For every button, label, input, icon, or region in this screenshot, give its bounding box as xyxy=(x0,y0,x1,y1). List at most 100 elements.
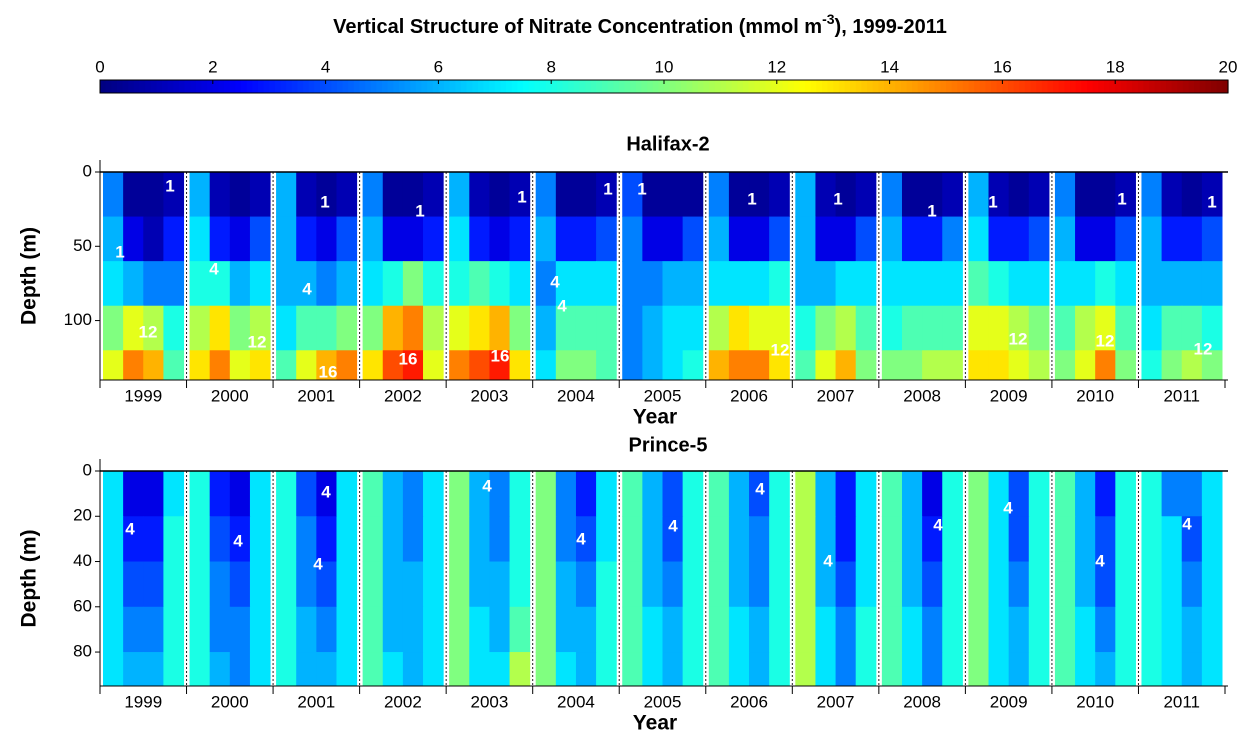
heatmap-cell xyxy=(749,471,770,517)
colorbar-segment xyxy=(799,80,806,93)
heatmap-cell xyxy=(1028,305,1050,351)
colorbar-segment xyxy=(460,80,468,93)
heatmap-cell xyxy=(555,516,577,563)
heatmap-cell xyxy=(596,606,617,653)
colorbar-segment xyxy=(1053,80,1060,93)
colorbar-segment xyxy=(387,80,394,93)
heatmap-cell xyxy=(489,261,511,307)
heatmap-cell xyxy=(296,305,317,351)
heatmap-cell xyxy=(835,471,857,517)
heatmap-cell xyxy=(968,652,990,687)
y-tick-label: 40 xyxy=(73,551,92,570)
heatmap-cell xyxy=(728,172,750,218)
heatmap-cell xyxy=(189,606,211,653)
colorbar-segment xyxy=(263,80,270,93)
heatmap-cell xyxy=(336,606,358,653)
heatmap-cell xyxy=(596,172,617,218)
colorbar-segment xyxy=(867,80,874,93)
heatmap-cell xyxy=(708,305,730,351)
colorbar-segment xyxy=(776,80,784,93)
heatmap-cell xyxy=(209,216,231,262)
colorbar-segment xyxy=(274,80,282,93)
heatmap-cell xyxy=(1201,261,1223,307)
heatmap-cell xyxy=(881,516,903,563)
contour-label: 4 xyxy=(1095,551,1105,570)
contour-label: 4 xyxy=(1182,514,1192,533)
colorbar-segment xyxy=(1081,80,1088,93)
colorbar-segment xyxy=(900,80,908,93)
colorbar-segment xyxy=(917,80,925,93)
heatmap-cell xyxy=(1054,261,1076,307)
heatmap-cell xyxy=(988,305,1010,351)
heatmap-cell xyxy=(362,305,384,351)
heatmap-cell xyxy=(402,516,424,563)
heatmap-cell xyxy=(769,561,790,608)
heatmap-cell xyxy=(509,172,531,218)
heatmap-cell xyxy=(163,216,185,262)
contour-label: 12 xyxy=(771,340,790,359)
heatmap-cell xyxy=(229,606,251,653)
colorbar-segment xyxy=(1030,80,1037,93)
colorbar-segment xyxy=(1216,80,1223,93)
heatmap-cell xyxy=(1054,350,1076,381)
heatmap-cell xyxy=(901,471,923,517)
heatmap-cell xyxy=(942,561,963,608)
heatmap-cell xyxy=(815,471,837,517)
heatmap-cell xyxy=(1054,172,1076,218)
heatmap-cell xyxy=(988,561,1010,608)
heatmap-cell xyxy=(988,216,1010,262)
heatmap-cell xyxy=(249,350,271,381)
colorbar-segment xyxy=(601,80,609,93)
heatmap-cell xyxy=(1181,305,1203,351)
heatmap-cell xyxy=(1075,261,1096,307)
colorbar-segment xyxy=(1098,80,1105,93)
colorbar-segment xyxy=(539,80,547,93)
heatmap-cell xyxy=(449,516,470,563)
heatmap-cell xyxy=(795,652,816,687)
heatmap-cell xyxy=(103,606,124,653)
x-tick-label: 2011 xyxy=(1163,386,1200,405)
heatmap-cell xyxy=(749,516,770,563)
heatmap-cell xyxy=(555,216,577,262)
heatmap-cell xyxy=(1181,216,1203,262)
heatmap-cell xyxy=(1095,652,1116,687)
heatmap-cell xyxy=(901,516,923,563)
heatmap-cell xyxy=(276,350,297,381)
colorbar-segment xyxy=(1177,80,1184,93)
heatmap-cell xyxy=(1201,216,1223,262)
colorbar-tick-label: 4 xyxy=(321,57,330,76)
heatmap-cell xyxy=(402,305,424,351)
heatmap-cell xyxy=(855,652,877,687)
heatmap-cell xyxy=(555,305,577,351)
colorbar-segment xyxy=(754,80,761,93)
heatmap-cell xyxy=(749,261,770,307)
colorbar-segment xyxy=(1199,80,1207,93)
colorbar-segment xyxy=(940,80,947,93)
heatmap-cell xyxy=(296,606,317,653)
colorbar-segment xyxy=(669,80,676,93)
contour-label: 4 xyxy=(321,482,331,501)
heatmap-cell xyxy=(815,172,837,218)
x-tick-label: 2010 xyxy=(1076,692,1114,711)
heatmap-cell xyxy=(901,561,923,608)
heatmap-cell xyxy=(1008,216,1030,262)
heatmap-cell xyxy=(123,216,144,262)
heatmap-cell xyxy=(749,172,770,218)
contour-label: 12 xyxy=(248,332,267,351)
heatmap-cell xyxy=(336,172,358,218)
heatmap-cell xyxy=(276,471,297,517)
heatmap-cell xyxy=(662,172,684,218)
heatmap-cell xyxy=(575,350,597,381)
colorbar-segment xyxy=(1137,80,1144,93)
heatmap-cell xyxy=(336,561,358,608)
heatmap-cell xyxy=(855,216,877,262)
heatmap-cell xyxy=(662,261,684,307)
heatmap-cell xyxy=(296,261,317,307)
heatmap-cell xyxy=(336,516,358,563)
heatmap-cell xyxy=(123,516,144,563)
heatmap-cell xyxy=(835,561,857,608)
heatmap-cell xyxy=(708,606,730,653)
heatmap-cell xyxy=(835,216,857,262)
heatmap-cell xyxy=(642,216,663,262)
heatmap-cell xyxy=(449,652,470,687)
